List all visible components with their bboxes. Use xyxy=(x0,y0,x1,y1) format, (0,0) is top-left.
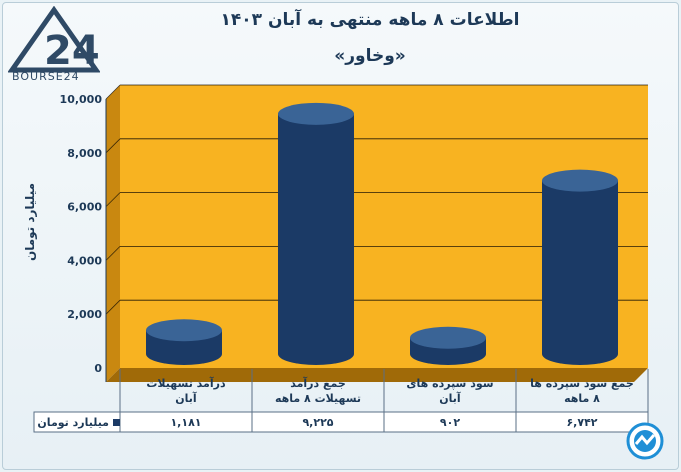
svg-text:24: 24 xyxy=(44,28,100,74)
bar-top xyxy=(146,319,222,342)
x-category-label: جمع سود سپرده ها ۸ ماهه xyxy=(516,376,648,406)
data-value-label: ۹,۲۲۵ xyxy=(302,416,334,429)
plot-side-wall xyxy=(106,85,120,382)
logo-text: BOURSE24 xyxy=(12,70,80,83)
y-tick-label: 10,000 xyxy=(60,93,103,106)
bar-body xyxy=(278,113,354,365)
x-category-line: آبان xyxy=(439,392,461,405)
bar-top xyxy=(278,102,354,125)
data-value-label: ۶,۷۴۲ xyxy=(566,416,598,429)
data-value-label: ۱,۱۸۱ xyxy=(170,416,202,429)
y-tick-label: 6,000 xyxy=(67,201,102,214)
bar-top xyxy=(410,326,486,349)
x-category-line: آبان xyxy=(175,392,197,405)
bar xyxy=(146,319,222,365)
bar xyxy=(410,326,486,365)
x-category-line: درآمد تسهیلات xyxy=(146,377,226,390)
bourse24-logo: 24 xyxy=(8,6,100,74)
x-category-label: درآمد تسهیلات آبان xyxy=(120,376,252,406)
gridline-side xyxy=(105,84,121,100)
series-legend-label: میلیارد تومان xyxy=(36,413,120,431)
x-category-label: سود سپرده های آبان xyxy=(384,376,516,406)
y-tick-label: 4,000 xyxy=(67,254,102,267)
y-tick-label: 2,000 xyxy=(67,308,102,321)
bar xyxy=(278,102,354,365)
data-value-label: ۹۰۲ xyxy=(439,416,461,429)
x-category-line: ۸ ماهه xyxy=(564,392,600,405)
gridline-side xyxy=(105,138,121,154)
bar xyxy=(542,169,618,365)
y-tick-label: 0 xyxy=(94,362,102,375)
plot-floor xyxy=(106,368,648,382)
gridline-side xyxy=(105,246,121,261)
chart-title: اطلاعات ۸ ماهه منتهی به آبان ۱۴۰۳ xyxy=(220,10,520,30)
bar-body xyxy=(542,180,618,365)
legend-key xyxy=(113,418,120,426)
gridline-side xyxy=(105,192,121,207)
x-category-line: جمع سود سپرده ها xyxy=(530,377,634,390)
y-tick-label: 8,000 xyxy=(67,147,102,160)
y-axis-label: میلیارد تومان xyxy=(23,182,37,262)
x-category-line: سود سپرده های xyxy=(406,377,494,390)
x-category-line: جمع درآمد xyxy=(290,377,346,390)
legend-text: میلیارد تومان xyxy=(37,415,109,429)
gridline-side xyxy=(105,299,121,315)
badge-icon xyxy=(626,422,664,460)
chart-subtitle: «وخاور» xyxy=(334,46,406,66)
bar-top xyxy=(542,169,618,192)
x-category-line: تسهیلات ۸ ماهه xyxy=(274,392,362,405)
x-category-label: جمع درآمد تسهیلات ۸ ماهه xyxy=(252,376,384,406)
